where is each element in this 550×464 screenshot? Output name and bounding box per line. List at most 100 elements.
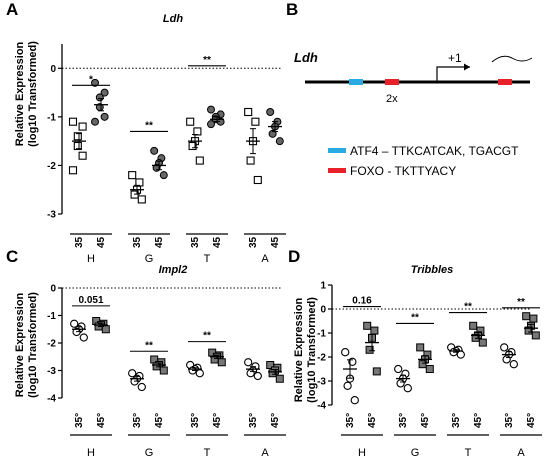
panel-d-group-label: H bbox=[358, 447, 366, 459]
panel-d-point bbox=[343, 381, 352, 390]
panel-d-point bbox=[478, 338, 487, 347]
panel-a-point bbox=[268, 129, 277, 138]
panel-c-ytick-label: -2 bbox=[47, 339, 56, 350]
panel-d-point bbox=[529, 314, 538, 323]
panel-a-point bbox=[246, 156, 255, 165]
panel-a-xtick-label: 45 bbox=[212, 236, 223, 248]
panel-d-point bbox=[524, 326, 533, 335]
panel-a-point bbox=[150, 146, 159, 155]
tss-arrowhead bbox=[464, 63, 470, 71]
panel-a-group-label: T bbox=[204, 253, 211, 265]
panel-a-point bbox=[244, 107, 253, 117]
panel-d-point bbox=[509, 360, 518, 369]
panel-d-ytick-label: -3 bbox=[317, 377, 326, 388]
panel-a-point bbox=[159, 171, 168, 180]
panel-d-group-label: T bbox=[465, 447, 472, 459]
panel-c-title: Impl2 bbox=[159, 264, 188, 276]
panel-c-group-label: G bbox=[145, 447, 154, 459]
panel-d-xtick-label: 35° bbox=[345, 413, 356, 428]
panel-d-xtick-label: 45° bbox=[367, 413, 378, 428]
panel-d-point bbox=[350, 396, 359, 405]
panel-d-point bbox=[469, 321, 478, 330]
panel-d-sig-label: ** bbox=[517, 297, 525, 308]
panel-a-ytick-label: 0 bbox=[50, 64, 56, 75]
panel-c-ytick-label: -4 bbox=[47, 394, 56, 405]
panel-d-xtick-label: 45° bbox=[526, 413, 537, 428]
panel-d-point bbox=[418, 360, 427, 369]
atf4-site bbox=[349, 79, 363, 85]
panel-a-point bbox=[253, 175, 262, 185]
panel-c-group-label: T bbox=[204, 447, 211, 459]
panel-letter-d: D bbox=[288, 247, 300, 266]
panel-d-xtick-label: 45° bbox=[473, 413, 484, 428]
panel-a-point bbox=[195, 156, 204, 165]
panel-d-point bbox=[363, 321, 372, 330]
panel-d-xtick-label: 35° bbox=[398, 413, 409, 428]
panel-c-point bbox=[137, 382, 146, 392]
foxo-site-1 bbox=[385, 79, 399, 85]
panel-a-sig-label: ** bbox=[203, 55, 211, 66]
panel-d-group-label: G bbox=[411, 447, 420, 459]
panel-d-point bbox=[365, 345, 374, 354]
legend-foxo-swatch bbox=[328, 168, 346, 173]
panel-c-ylabel-line1: Relative Expression bbox=[14, 292, 26, 397]
panel-c-xtick-label: 35° bbox=[132, 413, 143, 428]
panel-d-point bbox=[341, 348, 350, 357]
panel-c-xtick-label: 35° bbox=[74, 413, 85, 428]
panel-c-point bbox=[128, 369, 137, 378]
panel-a-point bbox=[128, 171, 137, 180]
panel-a-point bbox=[95, 93, 104, 102]
panel-a-xtick-label: 35 bbox=[74, 236, 85, 248]
panel-d-xtick-label: 35° bbox=[504, 413, 515, 428]
tss-label: +1 bbox=[448, 51, 462, 65]
panel-c-ylabel-line2: (log10 Transformed) bbox=[27, 292, 39, 398]
panel-c-group-label: A bbox=[261, 447, 269, 459]
panel-a-ytick-label: -1 bbox=[47, 112, 56, 123]
panel-a-point bbox=[68, 166, 78, 175]
panel-c-point bbox=[244, 358, 253, 367]
panel-a-point bbox=[207, 105, 215, 114]
panel-c-point bbox=[253, 371, 262, 381]
panel-d-chart: D Tribbles Relative Expression (log10 Tr… bbox=[288, 247, 542, 459]
panel-a-sig-label: ** bbox=[145, 120, 153, 131]
panel-d-point bbox=[471, 333, 480, 342]
panel-d-ytick-label: 0 bbox=[320, 305, 326, 316]
panel-a-point bbox=[91, 117, 99, 126]
panel-b-diagram: B Ldh 2x +1 ATF4 – TTKCATCAK, TGACGT FOX… bbox=[286, 0, 533, 178]
panel-d-point bbox=[416, 343, 425, 352]
panel-a-xtick-label: 35 bbox=[248, 236, 259, 248]
legend-atf4-swatch bbox=[328, 148, 346, 153]
panel-c-point bbox=[275, 374, 284, 383]
panel-d-xtick-label: 35° bbox=[451, 413, 462, 428]
foxo-site-2 bbox=[498, 79, 512, 85]
panel-a-point bbox=[78, 122, 87, 131]
panel-c-chart: C Impl2 Relative Expression (log10 Trans… bbox=[6, 247, 286, 459]
panel-c-xtick-label: 35° bbox=[248, 413, 259, 428]
panel-d-point bbox=[372, 367, 381, 376]
panel-a-point bbox=[100, 88, 109, 97]
panel-d-sig-label: ** bbox=[411, 312, 419, 323]
panel-a-xtick-label: 45 bbox=[270, 236, 281, 248]
panel-d-point bbox=[370, 326, 379, 335]
panel-a-point bbox=[251, 117, 260, 126]
panel-a-xtick-label: 35 bbox=[190, 236, 201, 248]
panel-letter-a: A bbox=[6, 0, 18, 19]
panel-c-xtick-label: 35° bbox=[190, 413, 201, 428]
repeat-label: 2x bbox=[386, 93, 398, 105]
panel-a-chart: A Ldh Relative Expression (log10 Transfo… bbox=[6, 0, 286, 265]
panel-d-ylabel-line1: Relative Expression bbox=[293, 297, 305, 402]
panel-a-xtick-label: 35 bbox=[132, 236, 143, 248]
panel-d-ytick-label: 1 bbox=[320, 281, 326, 292]
panel-c-group-label: H bbox=[87, 447, 95, 459]
panel-a-point bbox=[275, 137, 284, 146]
panel-d-ytick-label: -1 bbox=[317, 329, 326, 340]
panel-d-ytick-label: -4 bbox=[317, 401, 326, 412]
panel-d-ylabel-line2: (log10 Transformed) bbox=[306, 297, 318, 403]
panel-a-title: Ldh bbox=[163, 13, 183, 25]
panel-a-group-label: H bbox=[87, 253, 95, 265]
panel-c-sig-label: 0.051 bbox=[78, 295, 103, 306]
panel-letter-b: B bbox=[286, 0, 298, 19]
panel-c-point bbox=[159, 366, 168, 375]
panel-a-point bbox=[78, 151, 87, 160]
